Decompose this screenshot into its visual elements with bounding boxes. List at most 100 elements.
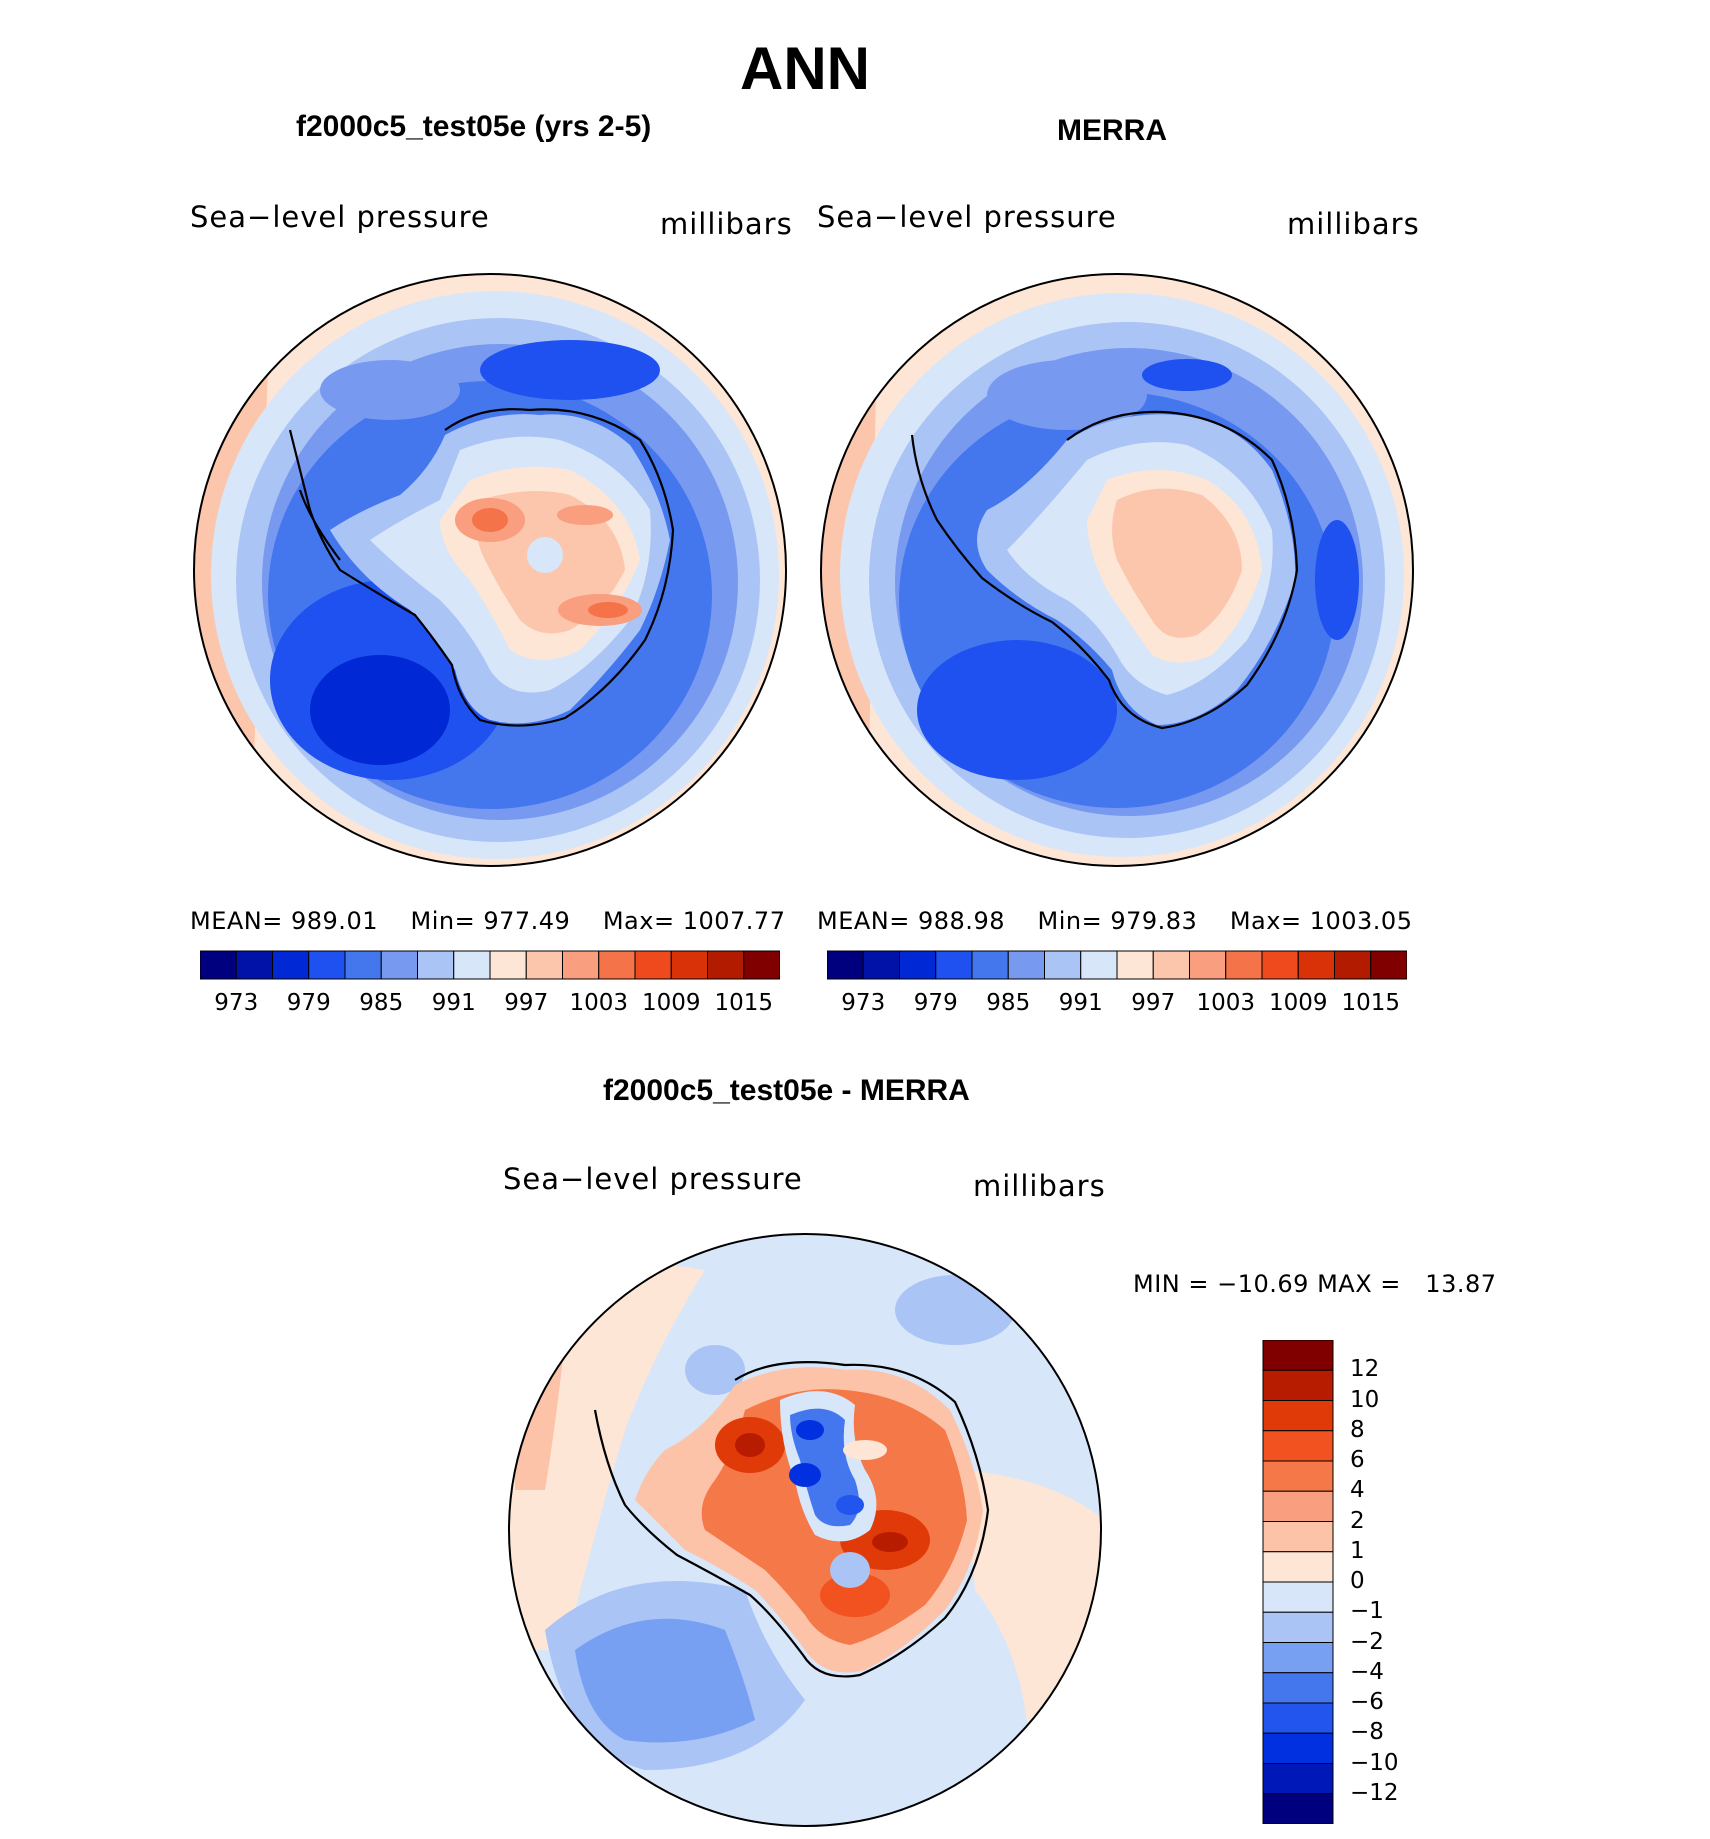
map-difference-sea-level-pressure: [508, 1233, 1102, 1827]
colorbar-box: [634, 950, 672, 980]
colorbar-tick-label: 1: [1350, 1537, 1365, 1564]
colorbar-tick-label: −1: [1350, 1598, 1384, 1625]
colorbar-tick-label: 1015: [1341, 990, 1401, 1016]
colorbar-box: [1262, 1551, 1334, 1583]
colorbar-box: [971, 950, 1009, 980]
colorbar-box: [453, 950, 491, 980]
colorbar-box: [707, 950, 745, 980]
colorbar-box: [743, 950, 780, 980]
panel-title-model: f2000c5_test05e (yrs 2-5): [296, 110, 652, 143]
antarctica-coastline-merra: [910, 410, 1299, 730]
panel-diff-variable-label: Sea−level pressure: [503, 1162, 803, 1196]
colorbar-box: [1044, 950, 1082, 980]
colorbar-box: [1262, 1460, 1334, 1492]
colorbar-box: [1262, 1581, 1334, 1613]
colorbar-box: [1262, 1763, 1334, 1795]
colorbar-box: [1262, 1430, 1334, 1462]
colorbar-box: [200, 950, 237, 980]
colorbar-merra-ticks: 973 979 985 991 997 1003 1009 1015: [827, 990, 1407, 1020]
colorbar-tick-label: 985: [986, 990, 1031, 1016]
panel-model-variable-label: Sea−level pressure: [190, 200, 490, 234]
colorbar-box: [1262, 1521, 1334, 1553]
panel-merra-stats: MEAN= 988.98 Min= 979.83 Max= 1003.05: [817, 907, 1413, 935]
colorbar-tick-label: 2: [1350, 1507, 1365, 1534]
colorbar-tick-label: 973: [841, 990, 886, 1016]
panel-diff-units-label: millibars: [973, 1169, 1106, 1203]
colorbar-box: [1262, 1702, 1334, 1734]
colorbar-model: [200, 950, 780, 980]
panel-title-merra: MERRA: [1057, 114, 1167, 147]
colorbar-tick-label: 12: [1350, 1356, 1380, 1383]
panel-title-difference: f2000c5_test05e - MERRA: [603, 1074, 970, 1107]
colorbar-box: [827, 950, 864, 980]
colorbar-tick-label: 0: [1350, 1568, 1365, 1594]
colorbar-tick-label: 1015: [714, 990, 774, 1016]
colorbar-box: [344, 950, 382, 980]
colorbar-tick-label: 1003: [1196, 990, 1256, 1016]
colorbar-box: [235, 950, 273, 980]
colorbar-tick-label: 1003: [569, 990, 629, 1016]
colorbar-box: [598, 950, 636, 980]
colorbar-box: [1262, 1793, 1334, 1824]
colorbar-box: [380, 950, 418, 980]
colorbar-tick-label: 6: [1350, 1447, 1365, 1473]
colorbar-tick-label: 997: [1131, 990, 1176, 1016]
colorbar-box: [308, 950, 346, 980]
colorbar-box: [1262, 1672, 1334, 1704]
colorbar-tick-label: 979: [913, 990, 958, 1016]
colorbar-box: [1262, 1369, 1334, 1401]
colorbar-box: [1080, 950, 1118, 980]
colorbar-box: [1262, 1400, 1334, 1432]
colorbar-box: [1262, 1732, 1334, 1764]
colorbar-box: [1007, 950, 1045, 980]
colorbar-box: [1116, 950, 1154, 980]
colorbar-tick-label: 991: [1058, 990, 1103, 1016]
colorbar-merra: [827, 950, 1407, 980]
colorbar-difference-ticks: 12 10 8 6 4 2 1 0 −1 −2 −4 −6 −8 −10 −12: [1350, 1340, 1470, 1824]
colorbar-tick-label: 979: [286, 990, 331, 1016]
colorbar-box: [1334, 950, 1372, 980]
colorbar-box: [489, 950, 527, 980]
map-merra-sea-level-pressure: [820, 273, 1414, 867]
panel-merra-variable-label: Sea−level pressure: [817, 200, 1117, 234]
panel-merra-units-label: millibars: [1287, 207, 1420, 241]
antarctica-coastline-difference: [593, 1361, 990, 1678]
colorbar-tick-label: −12: [1350, 1779, 1399, 1806]
colorbar-box: [272, 950, 310, 980]
colorbar-box: [1152, 950, 1190, 980]
colorbar-box: [899, 950, 937, 980]
colorbar-tick-label: 991: [431, 990, 476, 1016]
colorbar-box: [935, 950, 973, 980]
colorbar-box: [1262, 1490, 1334, 1522]
colorbar-box: [1262, 1611, 1334, 1643]
colorbar-tick-label: 8: [1350, 1416, 1365, 1443]
antarctica-coastline: [288, 408, 675, 727]
panel-model-stats: MEAN= 989.01 Min= 977.49 Max= 1007.77: [190, 907, 786, 935]
colorbar-tick-label: −8: [1350, 1719, 1384, 1746]
colorbar-model-ticks: 973 979 985 991 997 1003 1009 1015: [200, 990, 780, 1020]
colorbar-difference: [1262, 1340, 1334, 1824]
map-model-sea-level-pressure: [193, 273, 787, 867]
colorbar-tick-label: 973: [214, 990, 259, 1016]
colorbar-box: [1370, 950, 1407, 980]
panel-diff-stats: MIN = −10.69 MAX = 13.87: [1133, 1270, 1497, 1298]
colorbar-tick-label: −4: [1350, 1658, 1384, 1685]
colorbar-tick-label: 985: [359, 990, 404, 1016]
colorbar-box: [1261, 950, 1299, 980]
colorbar-box: [1262, 1642, 1334, 1674]
colorbar-tick-label: 1009: [641, 990, 701, 1016]
colorbar-box: [862, 950, 900, 980]
colorbar-tick-label: −6: [1350, 1689, 1384, 1715]
colorbar-box: [670, 950, 708, 980]
page-title: ANN: [740, 35, 870, 102]
colorbar-box: [1225, 950, 1263, 980]
colorbar-tick-label: 10: [1350, 1386, 1380, 1413]
colorbar-box: [525, 950, 563, 980]
colorbar-box: [1262, 1340, 1334, 1371]
colorbar-tick-label: −2: [1350, 1628, 1384, 1655]
colorbar-tick-label: 4: [1350, 1477, 1365, 1504]
panel-model-units-label: millibars: [660, 207, 793, 241]
colorbar-tick-label: −10: [1350, 1749, 1399, 1776]
colorbar-tick-label: 1009: [1268, 990, 1328, 1016]
colorbar-box: [1189, 950, 1227, 980]
